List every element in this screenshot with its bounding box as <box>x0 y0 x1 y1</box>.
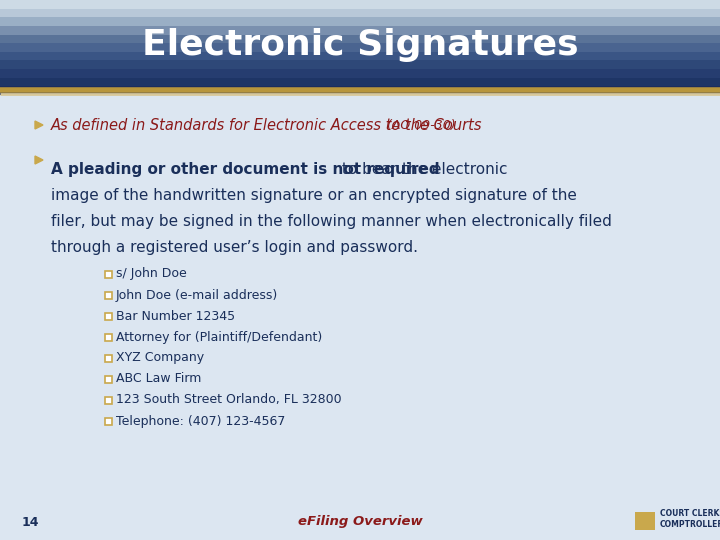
Text: A pleading or other document is not required: A pleading or other document is not requ… <box>51 162 440 177</box>
Polygon shape <box>35 121 43 129</box>
Text: filer, but may be signed in the following manner when electronically filed: filer, but may be signed in the followin… <box>51 214 612 229</box>
Text: Attorney for (Plaintiff/Defendant): Attorney for (Plaintiff/Defendant) <box>116 330 323 343</box>
Text: 123 South Street Orlando, FL 32800: 123 South Street Orlando, FL 32800 <box>116 394 341 407</box>
Text: ABC Law Firm: ABC Law Firm <box>116 373 202 386</box>
Bar <box>0 9 720 17</box>
Bar <box>0 60 720 69</box>
Text: John Doe (e-mail address): John Doe (e-mail address) <box>116 288 278 301</box>
Text: Bar Number 12345: Bar Number 12345 <box>116 309 235 322</box>
Text: 14: 14 <box>22 516 40 529</box>
Bar <box>105 354 112 361</box>
Bar <box>0 86 720 95</box>
Bar <box>105 313 112 320</box>
Text: (AO 09-30): (AO 09-30) <box>387 118 456 132</box>
Bar <box>0 69 720 78</box>
Text: COURT CLERKS &
COMPTROLLERS: COURT CLERKS & COMPTROLLERS <box>660 509 720 529</box>
Bar <box>105 396 112 403</box>
Text: through a registered user’s login and password.: through a registered user’s login and pa… <box>51 240 418 255</box>
Text: As defined in Standards for Electronic Access to the Courts: As defined in Standards for Electronic A… <box>51 118 487 132</box>
Text: Telephone: (407) 123-4567: Telephone: (407) 123-4567 <box>116 415 285 428</box>
Bar <box>105 271 112 278</box>
Text: Electronic Signatures: Electronic Signatures <box>142 29 578 63</box>
Bar <box>0 52 720 60</box>
Bar <box>0 35 720 43</box>
Text: s/ John Doe: s/ John Doe <box>116 267 186 280</box>
Bar <box>105 417 112 424</box>
Bar <box>0 0 720 9</box>
Bar <box>105 292 112 299</box>
Text: image of the handwritten signature or an encrypted signature of the: image of the handwritten signature or an… <box>51 188 577 203</box>
Text: to bear the electronic: to bear the electronic <box>337 162 508 177</box>
Polygon shape <box>35 156 43 164</box>
Bar <box>105 334 112 341</box>
Text: eFiling Overview: eFiling Overview <box>297 516 423 529</box>
Bar <box>0 17 720 26</box>
Bar <box>0 78 720 86</box>
Bar <box>635 512 655 530</box>
Bar <box>0 26 720 35</box>
Bar <box>105 375 112 382</box>
Bar <box>0 43 720 52</box>
Text: XYZ Company: XYZ Company <box>116 352 204 365</box>
